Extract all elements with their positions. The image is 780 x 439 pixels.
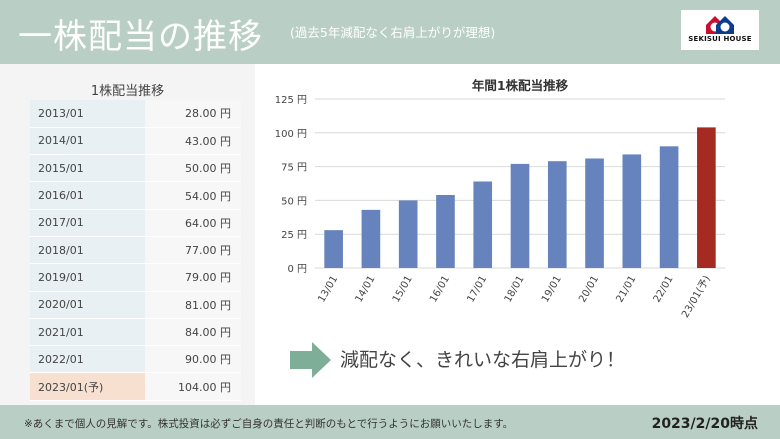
y-tick-label: 50 円 (281, 196, 307, 207)
chart-title: 年間1株配当推移 (472, 78, 569, 93)
bar (547, 161, 567, 268)
row-dividend-value: 54.00 円 (145, 181, 241, 210)
x-tick-label: 14/01 (354, 274, 378, 304)
dividend-table: 2013/01 28.00 円 2014/01 43.00 円 2015/01 50.00… (30, 100, 241, 401)
row-date: 2017/01 (30, 209, 145, 237)
table-row: 2016/01 54.00 円 (30, 181, 241, 210)
row-dividend-value: 77.00 円 (145, 236, 241, 265)
bar (585, 158, 604, 268)
x-tick-label: 18/01 (503, 274, 527, 304)
bar (436, 194, 455, 268)
table-row: 2018/01 77.00 円 (30, 236, 241, 265)
bar (510, 163, 530, 268)
x-tick-label: 21/01 (614, 274, 638, 304)
row-dividend-value: 79.00 円 (145, 263, 241, 292)
table-row: 2014/01 43.00 円 (30, 127, 241, 156)
row-dividend-value: 50.00 円 (145, 154, 241, 183)
row-dividend-value: 84.00 円 (145, 318, 241, 347)
comment-text: 減配なく、きれいな右肩上がり！ (340, 349, 626, 371)
row-date: 2022/01 (30, 345, 145, 374)
table-row: 2017/01 64.00 円 (30, 209, 241, 237)
table-row: 2021/01 84.00 円 (30, 318, 241, 347)
right-arrow-icon (290, 342, 331, 378)
footer-bar: ※あくまで個人の見解です。株式投資は必ずご自身の責任と判断のもとで行うようにお願… (0, 405, 780, 439)
y-tick-label: 0 円 (287, 264, 307, 275)
header-bar: 一株配当の推移 (過去5年減配なく右肩上がりが理想) SEKISUI HOUSE (0, 0, 780, 64)
x-tick-label: 23/01(予) (679, 273, 713, 319)
table-row: 2022/01 90.00 円 (30, 345, 241, 374)
y-tick-label: 100 円 (275, 129, 307, 140)
table-row: 2019/01 79.00 円 (30, 263, 241, 292)
x-tick-label: 22/01 (652, 274, 676, 304)
bar (324, 230, 343, 268)
row-dividend-value: 28.00 円 (145, 100, 241, 128)
logo-text: SEKISUI HOUSE (688, 35, 752, 43)
x-tick-label: 16/01 (428, 274, 452, 304)
bar (697, 127, 716, 268)
row-dividend-value: 64.00 円 (145, 209, 241, 237)
row-date: 2023/01(予) (30, 372, 145, 401)
dividend-bar-chart: 年間1株配当推移 0 円 25 円 50 円 75 円 100 円 125 円 13/01 14… (275, 78, 725, 320)
bar (398, 200, 418, 268)
page-title: 一株配当の推移 (18, 17, 263, 57)
row-dividend-value: 43.00 円 (145, 127, 241, 156)
row-date: 2018/01 (30, 236, 145, 265)
table-row: 2020/01 81.00 円 (30, 291, 241, 319)
row-date: 2019/01 (30, 263, 145, 292)
row-date: 2015/01 (30, 154, 145, 183)
table-title: 1株配当推移 (90, 84, 165, 99)
x-tick-label: 15/01 (391, 274, 415, 304)
row-date: 2016/01 (30, 181, 145, 210)
x-tick-label: 13/01 (316, 274, 340, 304)
y-tick-label: 75 円 (281, 163, 307, 174)
y-tick-label: 25 円 (281, 230, 307, 241)
house-logo-icon (706, 16, 734, 34)
row-dividend-value: 90.00 円 (145, 345, 241, 374)
row-dividend-value: 104.00 円 (145, 372, 241, 401)
chart-panel: 年間1株配当推移 0 円 25 円 50 円 75 円 100 円 125 円 13/01 14… (255, 64, 780, 405)
row-dividend-value: 81.00 円 (145, 291, 241, 319)
table-row: 2013/01 28.00 円 (30, 100, 241, 128)
x-tick-label: 19/01 (540, 274, 564, 304)
row-date: 2013/01 (30, 100, 145, 128)
row-date: 2020/01 (30, 291, 145, 319)
dividend-table-panel: 1株配当推移 2013/01 28.00 円 2014/01 43.00 円 2015/… (0, 64, 255, 405)
x-tick-label: 17/01 (465, 274, 489, 304)
bar (622, 154, 642, 268)
row-date: 2021/01 (30, 318, 145, 347)
table-row: 2023/01(予) 104.00 円 (30, 372, 241, 401)
bar (473, 181, 493, 268)
page-subtitle: (過去5年減配なく右肩上がりが理想) (290, 25, 496, 40)
table-row: 2015/01 50.00 円 (30, 154, 241, 183)
bar (361, 209, 381, 268)
as-of-date: 2023/2/20時点 (651, 416, 758, 432)
row-date: 2014/01 (30, 127, 145, 156)
y-tick-label: 125 円 (275, 95, 307, 106)
disclaimer-note: ※あくまで個人の見解です。株式投資は必ずご自身の責任と判断のもとで行うようにお願… (24, 418, 514, 430)
company-logo: SEKISUI HOUSE (681, 10, 759, 50)
bar (659, 146, 679, 268)
x-tick-label: 20/01 (577, 274, 601, 304)
